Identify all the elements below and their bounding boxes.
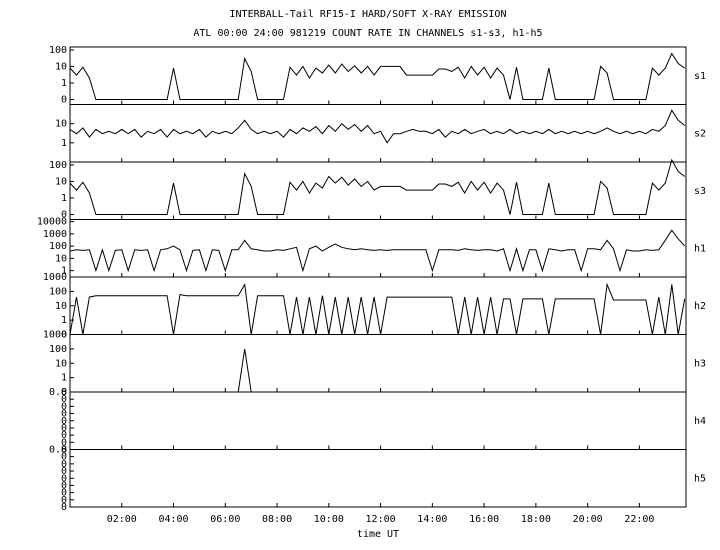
x-tick-label: 20:00	[573, 514, 603, 525]
y-tick-label: 100	[49, 344, 67, 355]
x-tick-label: 16:00	[469, 514, 499, 525]
chart-title: INTERBALL-Tail RF15-I HARD/SOFT X-RAY EM…	[230, 9, 507, 20]
series-line	[69, 158, 686, 215]
y-tick-label: 0	[61, 473, 67, 484]
y-tick-label: 0	[61, 330, 67, 341]
y-tick-label: 0	[61, 495, 67, 506]
x-tick-label: 06:00	[210, 514, 240, 525]
y-tick-label: 100	[49, 160, 67, 171]
panel-label: h4	[694, 416, 706, 427]
y-tick-label: 0	[61, 459, 67, 470]
y-tick-label: 10	[55, 176, 67, 187]
y-tick-label: 10	[55, 358, 67, 369]
y-tick-label: 1	[61, 193, 67, 204]
y-tick-label: 0	[61, 394, 67, 405]
y-tick-label: 0	[61, 423, 67, 434]
y-tick-label: 0	[61, 409, 67, 420]
y-tick-label: 1	[61, 138, 67, 149]
x-tick-label: 12:00	[366, 514, 396, 525]
y-tick-label: 0	[61, 445, 67, 456]
chart-subtitle: ATL 00:00 24:00 981219 COUNT RATE IN CHA…	[193, 28, 542, 39]
y-tick-label: 1000	[43, 272, 67, 283]
panel-label: s2	[694, 128, 706, 139]
x-axis-label: time UT	[357, 529, 399, 540]
y-tick-label: 0	[61, 387, 67, 398]
y-tick-label: 10	[55, 253, 67, 264]
y-tick-label: 0.8	[49, 445, 67, 456]
y-tick-label: 0	[61, 437, 67, 448]
x-tick-label: 02:00	[107, 514, 137, 525]
x-tick-label: 18:00	[521, 514, 551, 525]
y-tick-label: 1	[61, 373, 67, 384]
y-tick-label: 0	[61, 95, 67, 106]
series-line	[69, 229, 686, 273]
x-tick-label: 14:00	[417, 514, 447, 525]
y-tick-label: 1000	[43, 330, 67, 341]
y-tick-label: 0	[61, 488, 67, 499]
y-tick-label: 100	[49, 45, 67, 56]
series-line	[69, 52, 685, 100]
y-tick-label: 0	[61, 480, 67, 491]
x-tick-label: 22:00	[624, 514, 654, 525]
x-tick-label: 08:00	[262, 514, 292, 525]
panel-label: s3	[694, 186, 706, 197]
panel-label: h2	[694, 301, 706, 312]
y-tick-label: 0	[61, 430, 67, 441]
panel-label: h1	[694, 243, 706, 254]
y-tick-label: 0	[61, 210, 67, 221]
y-tick-label: 1	[61, 315, 67, 326]
y-tick-label: 10	[55, 301, 67, 312]
panel-label: h5	[694, 473, 706, 484]
y-tick-label: 0	[61, 466, 67, 477]
y-tick-label: 10000	[37, 217, 67, 228]
x-tick-label: 04:00	[158, 514, 188, 525]
y-tick-label: 0	[61, 401, 67, 412]
y-tick-label: 1	[61, 266, 67, 277]
y-tick-label: 0.8	[49, 387, 67, 398]
y-tick-label: 100	[49, 286, 67, 297]
y-tick-label: 100	[49, 241, 67, 252]
y-tick-label: 10	[55, 61, 67, 72]
panel-label: h3	[694, 358, 706, 369]
x-tick-label: 10:00	[314, 514, 344, 525]
series-line	[69, 109, 686, 144]
panel-label: s1	[694, 71, 706, 82]
y-tick-label: 1	[61, 78, 67, 89]
y-tick-label: 10	[55, 119, 67, 130]
y-tick-label: 0	[61, 452, 67, 463]
series-line	[69, 282, 686, 335]
series-line	[237, 348, 252, 393]
y-tick-label: 0	[61, 416, 67, 427]
y-tick-label: 0	[61, 502, 67, 513]
y-tick-label: 1000	[43, 229, 67, 240]
